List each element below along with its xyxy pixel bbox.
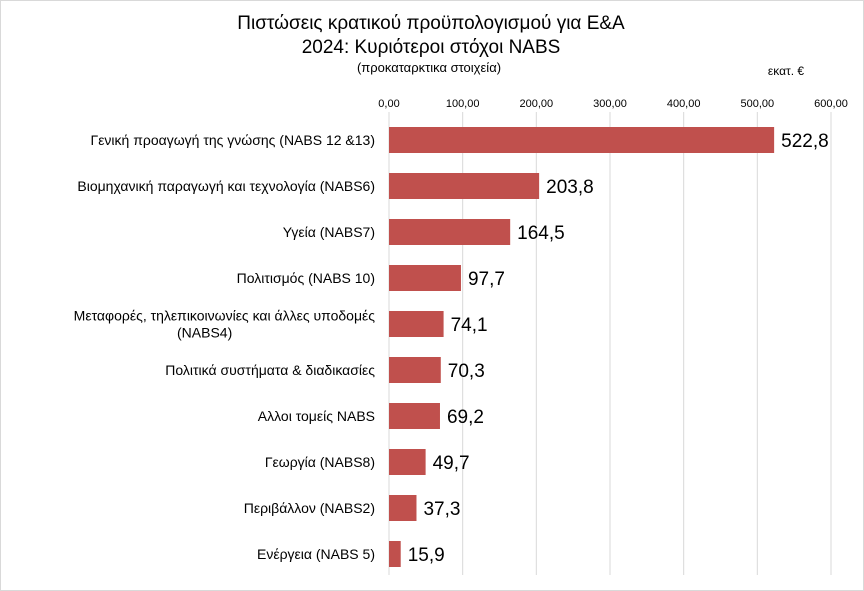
bar: [389, 127, 775, 153]
category-label: Περιβάλλον (NABS2): [244, 500, 375, 516]
data-label: 164,5: [517, 223, 565, 244]
data-label: 49,7: [433, 453, 470, 474]
x-tick-label: 200,00: [520, 98, 554, 110]
bar: [389, 265, 461, 291]
x-tick-label: 500,00: [741, 98, 775, 110]
data-label: 70,3: [448, 361, 485, 382]
data-label: 37,3: [423, 499, 460, 520]
chart-title-line1: Πιστώσεις κρατικού προϋπολογισμού για Ε&…: [237, 13, 625, 34]
x-tick-label: 300,00: [593, 98, 627, 110]
bar: [389, 173, 540, 199]
data-label: 522,8: [781, 131, 829, 152]
chart-subtitle: (προκαταρκτικα στοιχεία): [357, 60, 501, 75]
category-label: Γενική προαγωγή της γνώσης (NABS 12 &13): [90, 132, 375, 148]
bar: [389, 403, 440, 429]
bar: [389, 357, 441, 383]
data-label: 69,2: [447, 407, 484, 428]
category-label: Γεωργία (NABS8): [265, 454, 375, 470]
x-tick-label: 0,00: [378, 98, 399, 110]
x-tick-label: 400,00: [667, 98, 701, 110]
data-label: 15,9: [408, 545, 445, 566]
bar: [389, 219, 511, 245]
data-label: 97,7: [468, 269, 505, 290]
bar: [389, 311, 444, 337]
chart-title-line2: 2024: Κυριότεροι στόχοι NABS: [302, 37, 561, 58]
category-label: (NABS4): [177, 325, 232, 341]
category-label: Πολιτικά συστήματα & διαδικασίες: [165, 362, 375, 378]
unit-label: εκατ. €: [768, 64, 805, 78]
category-label: Ενέργεια (NABS 5): [257, 546, 375, 562]
bar: [389, 541, 401, 567]
category-label: Πολιτισμός (NABS 10): [237, 270, 375, 286]
bar: [389, 495, 417, 521]
data-label: 74,1: [451, 315, 488, 336]
bar: [389, 449, 426, 475]
x-tick-label: 600,00: [814, 98, 848, 110]
x-tick-label: 100,00: [446, 98, 480, 110]
category-label: Μεταφορές, τηλεπικοινωνίες και άλλες υπο…: [74, 308, 376, 324]
category-label: Βιομηχανική παραγωγή και τεχνολογία (NAB…: [77, 178, 375, 194]
data-label: 203,8: [546, 177, 594, 198]
category-label: Υγεία (NABS7): [283, 224, 375, 240]
category-label: Αλλοι τομείς NABS: [258, 408, 375, 424]
